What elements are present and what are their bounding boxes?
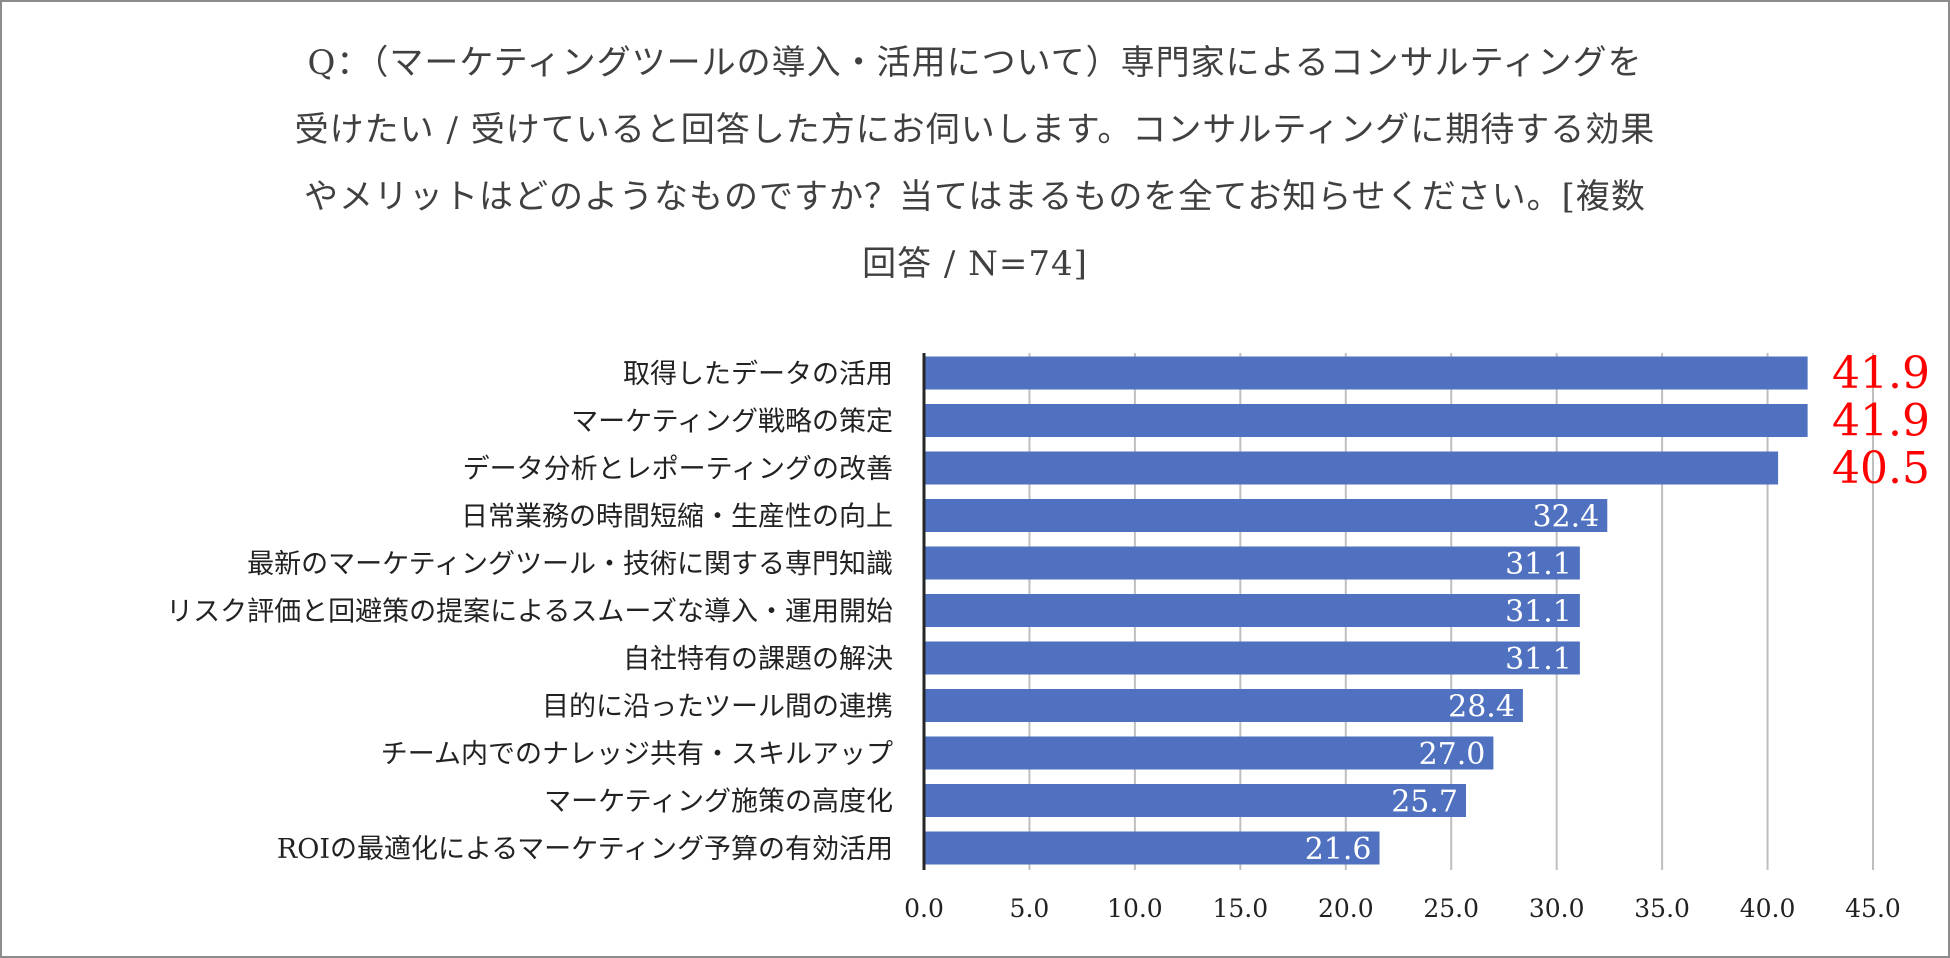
x-tick-label: 40.0 [1740,894,1796,923]
title-line-1: Q：（マーケティングツールの導入・活用について）専門家によるコンサルティングを [307,43,1643,83]
chart-title: Q：（マーケティングツールの導入・活用について）専門家によるコンサルティングを … [180,30,1770,298]
category-label: 最新のマーケティングツール・技術に関する専門知識 [247,549,893,580]
value-label: 25.7 [1391,785,1458,820]
category-label: リスク評価と回避策の提案によるスムーズな導入・運用開始 [166,597,893,628]
category-label: チーム内でのナレッジ共有・スキルアップ [381,739,893,770]
value-label: 31.1 [1505,595,1572,630]
category-label: マーケティング施策の高度化 [544,787,893,818]
x-tick-label: 0.0 [904,894,944,923]
x-tick-label: 35.0 [1634,894,1690,923]
x-tick-label: 30.0 [1529,894,1585,923]
value-label: 27.0 [1419,737,1486,772]
bar [924,641,1580,675]
x-tick-label: 15.0 [1212,894,1268,923]
value-label: 28.4 [1448,690,1515,725]
bar [924,356,1808,390]
value-label: 31.1 [1505,547,1572,582]
x-tick-label: 45.0 [1845,894,1901,923]
category-label: ROIの最適化によるマーケティング予算の有効活用 [277,834,893,865]
x-tick-label: 20.0 [1318,894,1374,923]
value-label-highlight: 40.5 [1832,443,1930,494]
value-label: 31.1 [1505,642,1572,677]
x-tick-label: 25.0 [1423,894,1479,923]
x-tick-label: 10.0 [1107,894,1163,923]
title-line-4: 回答 / N=74] [862,244,1088,284]
title-line-2: 受けたい / 受けていると回答した方にお伺いします。コンサルティングに期待する効… [294,110,1656,150]
bar [924,831,1380,865]
category-label: データ分析とレポーティングの改善 [463,454,893,485]
category-label: 日常業務の時間短縮・生産性の向上 [461,502,893,533]
value-label-highlight: 41.9 [1832,348,1930,399]
value-label: 21.6 [1305,832,1372,867]
bar [924,546,1580,580]
bar [924,404,1808,437]
title-line-3: やメリットはどのようなものですか？当てはまるものを全てお知らせください。[複数 [304,177,1646,217]
category-label: 取得したデータの活用 [623,359,893,390]
bar [924,499,1608,532]
category-label: マーケティング戦略の策定 [571,407,893,438]
value-label: 32.4 [1532,500,1599,535]
category-label: 目的に沿ったツール間の連携 [542,692,893,723]
bar [924,594,1580,627]
bar [924,689,1523,722]
bar [924,736,1494,770]
x-tick-label: 5.0 [1010,894,1050,923]
bar [924,784,1466,817]
category-label: 自社特有の課題の解決 [623,644,893,675]
bar [924,451,1779,485]
value-label-highlight: 41.9 [1832,396,1930,447]
